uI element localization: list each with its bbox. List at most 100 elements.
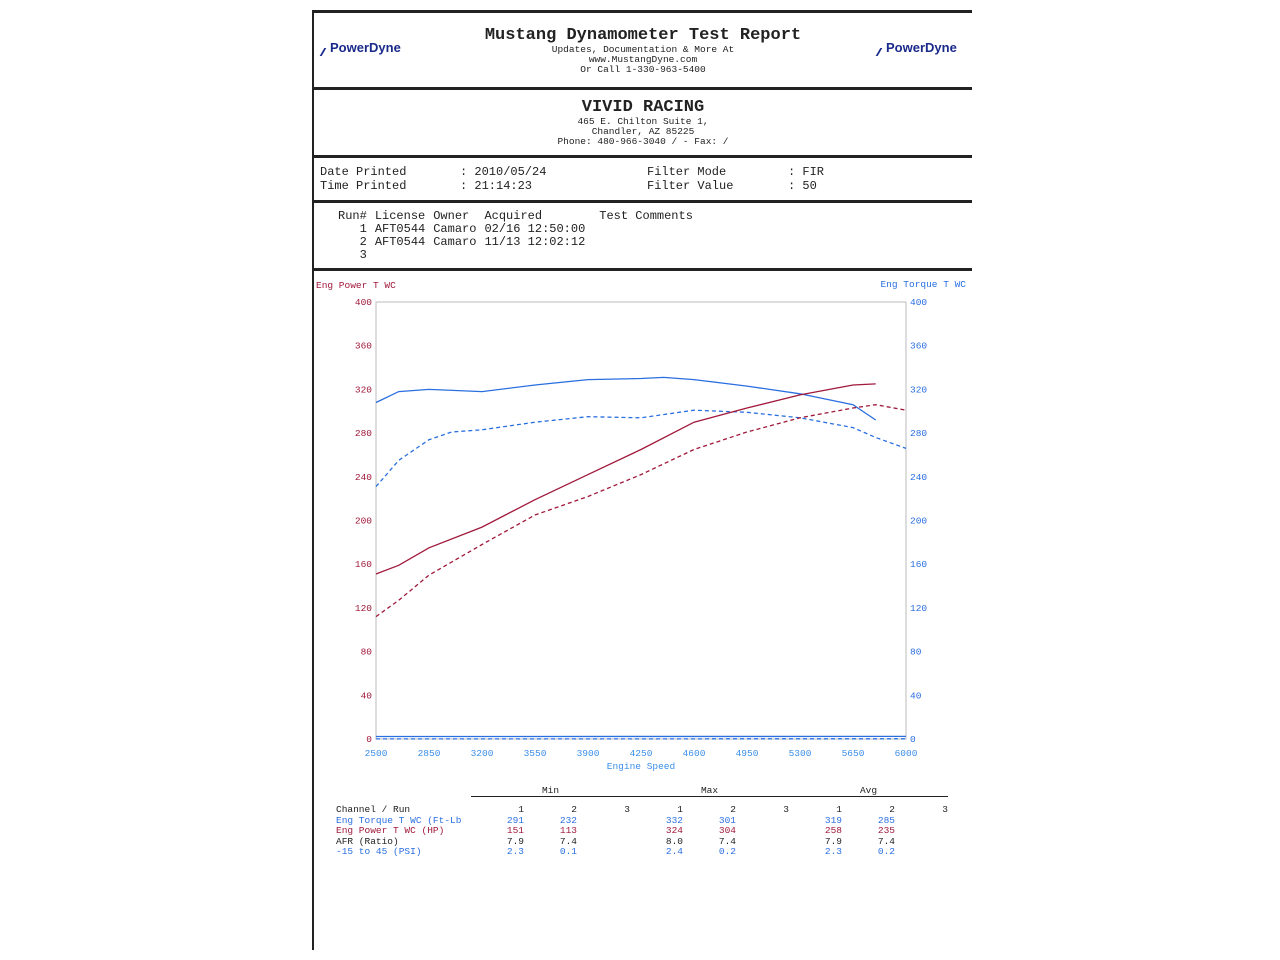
stats-col-header: 3 bbox=[624, 804, 630, 816]
stats-col-header: 2 bbox=[889, 804, 895, 816]
divider bbox=[314, 268, 972, 271]
stats-cell: Eng Power T WC (HP) bbox=[336, 825, 445, 837]
date-label: Date Printed bbox=[320, 165, 407, 179]
y-left-tick-label: 280 bbox=[355, 428, 372, 439]
time-label: Time Printed bbox=[320, 179, 407, 193]
stats-col-header: Channel / Run bbox=[336, 804, 411, 816]
stats-col-header: 1 bbox=[518, 804, 524, 816]
stats-table: Min Max Avg Channel / Run 1 2 3 1 2 3 1 2 3 Eng T… bbox=[336, 785, 948, 858]
stats-cell: 2.3 bbox=[824, 846, 842, 858]
y-left-tick-label: 120 bbox=[355, 603, 372, 614]
divider bbox=[314, 87, 972, 90]
x-axis-label: Engine Speed bbox=[607, 761, 675, 772]
report-title: Mustang Dynamometer Test Report bbox=[484, 26, 802, 45]
col-header: Owner bbox=[433, 209, 470, 223]
y-left-tick-label: 160 bbox=[355, 559, 372, 570]
group-min: Min bbox=[471, 785, 630, 798]
stats-cell: 0.1 bbox=[559, 846, 577, 858]
stats-col-header: 3 bbox=[783, 804, 789, 816]
cell: 3 bbox=[359, 248, 367, 262]
y-left-tick-label: 80 bbox=[361, 647, 373, 658]
stats-cell: Eng Torque T WC (Ft-Lb bbox=[336, 814, 462, 826]
stats-row: AFR (Ratio) 7.9 7.4 8.0 7.4 7.9 7.4 bbox=[336, 835, 948, 847]
stats-cell: 7.4 bbox=[559, 835, 577, 847]
stats-cell: 7.4 bbox=[877, 835, 895, 847]
cell: 11/13 12:02:12 bbox=[484, 235, 586, 249]
stats-cell: 235 bbox=[877, 825, 895, 837]
stats-row: -15 to 45 (PSI) 2.3 0.1 2.4 0.2 2.3 0.2 bbox=[336, 846, 948, 858]
filter-mode-value: : FIR bbox=[788, 165, 825, 179]
stats-cell: 7.9 bbox=[506, 835, 524, 847]
filter-value-label: Filter Value bbox=[647, 179, 734, 193]
cell: AFT0544 bbox=[374, 222, 426, 236]
series-line-2 bbox=[375, 383, 876, 575]
col-header: Acquired bbox=[484, 209, 543, 223]
stats-cell: 232 bbox=[559, 814, 577, 826]
shop-address: 465 E. Chilton Suite 1, bbox=[577, 116, 709, 127]
y-left-axis-label: Eng Power T WC bbox=[316, 280, 396, 291]
shop-info: VIVID RACING 465 E. Chilton Suite 1, Cha… bbox=[314, 90, 972, 147]
table-row: 1 AFT0544 Camaro 02/16 12:50:00 bbox=[334, 223, 697, 236]
y-right-tick-label: 40 bbox=[910, 690, 922, 701]
stats-cell: 151 bbox=[506, 825, 524, 837]
stats-cell: 8.0 bbox=[665, 835, 683, 847]
x-tick-label: 5650 bbox=[842, 748, 865, 759]
x-tick-label: 2850 bbox=[418, 748, 441, 759]
stats-cell: AFR (Ratio) bbox=[336, 835, 399, 847]
series-line-0 bbox=[375, 376, 877, 421]
y-left-tick-label: 240 bbox=[355, 472, 372, 483]
x-tick-label: 5300 bbox=[789, 748, 812, 759]
x-tick-label: 3550 bbox=[524, 748, 547, 759]
stats-row: Eng Power T WC (HP) 151 113 324 304 258 235 bbox=[336, 825, 948, 837]
stats-cell: 258 bbox=[824, 825, 842, 837]
y-right-tick-label: 360 bbox=[910, 341, 927, 352]
y-right-tick-label: 200 bbox=[910, 516, 927, 527]
y-left-tick-label: 0 bbox=[366, 734, 372, 745]
table-row: 3 bbox=[334, 249, 697, 262]
y-right-tick-label: 280 bbox=[910, 428, 927, 439]
date-value: : 2010/05/24 bbox=[460, 165, 547, 179]
stats-cell: 324 bbox=[665, 825, 683, 837]
y-right-axis-label: Eng Torque T WC bbox=[880, 279, 966, 290]
col-header: License bbox=[374, 209, 426, 223]
cell: 2 bbox=[359, 235, 367, 249]
x-tick-label: 3200 bbox=[471, 748, 494, 759]
plot-frame bbox=[375, 301, 907, 740]
group-avg: Avg bbox=[789, 785, 948, 798]
y-left-tick-label: 400 bbox=[355, 297, 372, 308]
y-left-tick-label: 320 bbox=[355, 384, 372, 395]
header-phone: Or Call 1-330-963-5400 bbox=[580, 64, 706, 75]
x-tick-label: 4250 bbox=[630, 748, 653, 759]
stats-cell: 301 bbox=[718, 814, 736, 826]
y-right-tick-label: 120 bbox=[910, 603, 927, 614]
stats-cell: 2.4 bbox=[665, 846, 683, 858]
filter-value-value: : 50 bbox=[788, 179, 817, 193]
stats-cell: 7.9 bbox=[824, 835, 842, 847]
cell: Camaro bbox=[433, 222, 477, 236]
x-tick-label: 2500 bbox=[365, 748, 388, 759]
time-value: : 21:14:23 bbox=[460, 179, 533, 193]
y-left-tick-label: 360 bbox=[355, 341, 372, 352]
cell: Camaro bbox=[433, 235, 477, 249]
powerdyne-logo: PowerDyne bbox=[886, 40, 957, 55]
stats-col-header: 1 bbox=[677, 804, 683, 816]
series-line-3 bbox=[375, 404, 907, 618]
x-tick-label: 4600 bbox=[683, 748, 706, 759]
shop-name: VIVID RACING bbox=[581, 98, 705, 117]
divider bbox=[314, 10, 972, 13]
x-tick-label: 6000 bbox=[895, 748, 918, 759]
y-right-tick-label: 240 bbox=[910, 472, 927, 483]
table-row: 2 AFT0544 Camaro 11/13 12:02:12 bbox=[334, 236, 697, 249]
stats-cell: 304 bbox=[718, 825, 736, 837]
stats-col-header: 2 bbox=[730, 804, 736, 816]
series-line-1 bbox=[375, 409, 907, 488]
y-right-tick-label: 160 bbox=[910, 559, 927, 570]
divider bbox=[314, 155, 972, 158]
stats-cell: 285 bbox=[877, 814, 895, 826]
y-right-tick-label: 400 bbox=[910, 297, 927, 308]
powerdyne-logo: PowerDyne bbox=[330, 40, 401, 55]
stats-col-header: 3 bbox=[942, 804, 948, 816]
stats-cell: -15 to 45 (PSI) bbox=[336, 846, 422, 858]
col-header: Run# bbox=[338, 209, 367, 223]
cell: 02/16 12:50:00 bbox=[484, 222, 586, 236]
